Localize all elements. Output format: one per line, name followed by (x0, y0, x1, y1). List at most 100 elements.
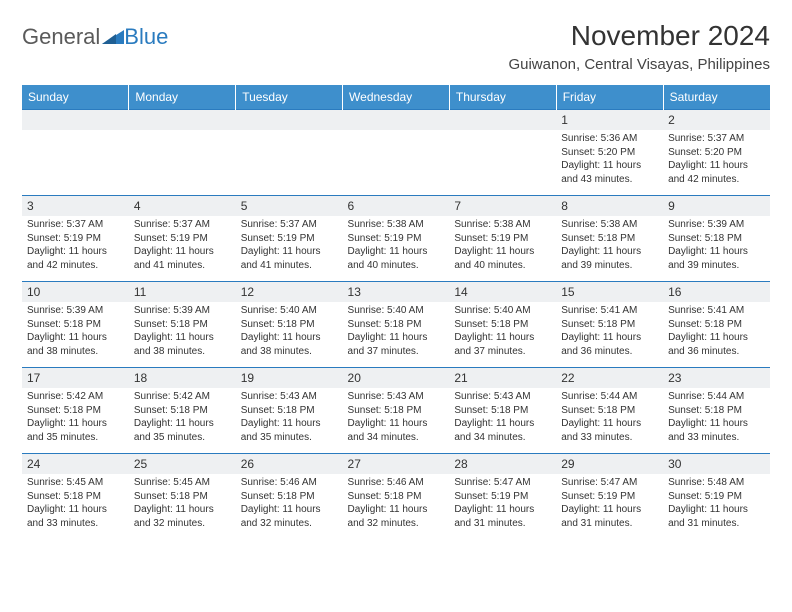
daylight-text: Daylight: 11 hours and 33 minutes. (27, 503, 124, 530)
day-number: 30 (663, 454, 770, 474)
daylight-text: Daylight: 11 hours and 40 minutes. (454, 245, 551, 272)
header: General Blue November 2024 Guiwanon, Cen… (22, 20, 770, 73)
day-header: Friday (556, 85, 663, 110)
daylight-text: Daylight: 11 hours and 41 minutes. (134, 245, 231, 272)
sunrise-text: Sunrise: 5:45 AM (27, 476, 124, 490)
calendar-day-cell: 12Sunrise: 5:40 AMSunset: 5:18 PMDayligh… (236, 282, 343, 368)
sunrise-text: Sunrise: 5:40 AM (348, 304, 445, 318)
sunrise-text: Sunrise: 5:40 AM (454, 304, 551, 318)
sunrise-text: Sunrise: 5:39 AM (27, 304, 124, 318)
daylight-text: Daylight: 11 hours and 40 minutes. (348, 245, 445, 272)
calendar-day-cell: 1Sunrise: 5:36 AMSunset: 5:20 PMDaylight… (556, 110, 663, 196)
day-header: Wednesday (343, 85, 450, 110)
day-header: Tuesday (236, 85, 343, 110)
day-number: 10 (22, 282, 129, 302)
sunrise-text: Sunrise: 5:44 AM (668, 390, 765, 404)
sunrise-text: Sunrise: 5:48 AM (668, 476, 765, 490)
sunrise-text: Sunrise: 5:37 AM (668, 132, 765, 146)
daylight-text: Daylight: 11 hours and 38 minutes. (134, 331, 231, 358)
sunset-text: Sunset: 5:18 PM (561, 232, 658, 246)
day-number: 26 (236, 454, 343, 474)
day-number: 23 (663, 368, 770, 388)
sunset-text: Sunset: 5:19 PM (134, 232, 231, 246)
calendar-day-cell: 15Sunrise: 5:41 AMSunset: 5:18 PMDayligh… (556, 282, 663, 368)
calendar-day-cell: 14 Sunrise: 5:40 AMSunset: 5:18 PMDayligh… (449, 282, 556, 368)
sunset-text: Sunset: 5:19 PM (454, 490, 551, 504)
day-header: Saturday (663, 85, 770, 110)
daylight-text: Daylight: 11 hours and 35 minutes. (241, 417, 338, 444)
daylight-text: Daylight: 11 hours and 32 minutes. (134, 503, 231, 530)
calendar-day-cell: 30Sunrise: 5:48 AMSunset: 5:19 PMDayligh… (663, 454, 770, 540)
calendar-day-cell: 19Sunrise: 5:43 AMSunset: 5:18 PMDayligh… (236, 368, 343, 454)
sunrise-text: Sunrise: 5:43 AM (348, 390, 445, 404)
calendar-day-cell: 20Sunrise: 5:43 AMSunset: 5:18 PMDayligh… (343, 368, 450, 454)
calendar-empty-cell (129, 110, 236, 196)
logo-triangle-icon (102, 24, 124, 50)
calendar-day-cell: 6Sunrise: 5:38 AMSunset: 5:19 PMDaylight… (343, 196, 450, 282)
sunrise-text: Sunrise: 5:42 AM (27, 390, 124, 404)
day-number: 21 (449, 368, 556, 388)
sunset-text: Sunset: 5:18 PM (348, 318, 445, 332)
daynum-empty (129, 110, 236, 130)
location-text: Guiwanon, Central Visayas, Philippines (508, 56, 770, 73)
sunset-text: Sunset: 5:18 PM (454, 404, 551, 418)
daylight-text: Daylight: 11 hours and 35 minutes. (27, 417, 124, 444)
calendar-day-cell: 24Sunrise: 5:45 AMSunset: 5:18 PMDayligh… (22, 454, 129, 540)
calendar-day-cell: 11Sunrise: 5:39 AMSunset: 5:18 PMDayligh… (129, 282, 236, 368)
daynum-empty (449, 110, 556, 130)
day-number: 8 (556, 196, 663, 216)
day-number: 14 (449, 282, 556, 302)
daylight-text: Daylight: 11 hours and 42 minutes. (668, 159, 765, 186)
sunset-text: Sunset: 5:18 PM (668, 318, 765, 332)
sunrise-text: Sunrise: 5:38 AM (348, 218, 445, 232)
calendar-week-row: 24 Sunrise: 5:45 AM Sunset: 5:18 PM Dayligh… (22, 454, 770, 540)
sunrise-text: Sunrise: 5:42 AM (134, 390, 231, 404)
sunset-text: Sunset: 5:19 PM (241, 232, 338, 246)
sunrise-text: Sunrise: 5:47 AM (454, 476, 551, 490)
calendar-week-row: 17Sunrise: 5:42 AMSunset: 5:18 PMDayligh… (22, 368, 770, 454)
day-number: 24 (22, 454, 129, 474)
calendar-week-row: 1 Sunrise: 5:36 AMSunset: 5:20 PM Daylight… (22, 110, 770, 196)
sunset-text: Sunset: 5:19 PM (561, 490, 658, 504)
daylight-text: Daylight: 11 hours and 31 minutes. (561, 503, 658, 530)
calendar-empty-cell (343, 110, 450, 196)
sunrise-text: Sunrise: 5:36 AM (561, 132, 658, 146)
calendar-day-cell: 2Sunrise: 5:37 AMSunset: 5:20 PMDaylight… (663, 110, 770, 196)
sunset-text: Sunset: 5:18 PM (668, 232, 765, 246)
daynum-empty (22, 110, 129, 130)
day-number: 1 (556, 110, 663, 130)
calendar-day-cell: 16Sunrise: 5:41 AMSunset: 5:18 PMDayligh… (663, 282, 770, 368)
sunset-text: Sunset: 5:18 PM (454, 318, 551, 332)
sunset-text: Sunset: 5:18 PM (241, 490, 338, 504)
daylight-text: Daylight: 11 hours and 36 minutes. (668, 331, 765, 358)
day-number: 2 (663, 110, 770, 130)
calendar-day-cell: 9Sunrise: 5:39 AMSunset: 5:18 PMDaylight… (663, 196, 770, 282)
sunrise-text: Sunrise: 5:45 AM (134, 476, 231, 490)
day-header: Thursday (449, 85, 556, 110)
sunset-text: Sunset: 5:18 PM (668, 404, 765, 418)
daylight-text: Daylight: 11 hours and 33 minutes. (561, 417, 658, 444)
day-number: 18 (129, 368, 236, 388)
daylight-text: Daylight: 11 hours and 39 minutes. (561, 245, 658, 272)
sunset-text: Sunset: 5:18 PM (134, 318, 231, 332)
day-header: Sunday (22, 85, 129, 110)
sunset-text: Sunset: 5:18 PM (348, 490, 445, 504)
brand-part2: Blue (124, 24, 168, 50)
sunset-text: Sunset: 5:20 PM (561, 146, 658, 160)
day-number: 28 (449, 454, 556, 474)
sunrise-text: Sunrise: 5:46 AM (348, 476, 445, 490)
daylight-text: Daylight: 11 hours and 37 minutes. (454, 331, 551, 358)
daylight-text: Daylight: 11 hours and 38 minutes. (241, 331, 338, 358)
sunrise-text: Sunrise: 5:47 AM (561, 476, 658, 490)
calendar-day-cell: 5Sunrise: 5:37 AMSunset: 5:19 PMDaylight… (236, 196, 343, 282)
daynum-empty (236, 110, 343, 130)
calendar-day-cell: 23Sunrise: 5:44 AMSunset: 5:18 PMDayligh… (663, 368, 770, 454)
sunset-text: Sunset: 5:18 PM (27, 404, 124, 418)
sunrise-text: Sunrise: 5:46 AM (241, 476, 338, 490)
calendar-day-cell: 21Sunrise: 5:43 AMSunset: 5:18 PMDayligh… (449, 368, 556, 454)
day-number: 27 (343, 454, 450, 474)
daylight-text: Daylight: 11 hours and 37 minutes. (348, 331, 445, 358)
sunrise-text: Sunrise: 5:39 AM (668, 218, 765, 232)
daylight-text: Daylight: 11 hours and 35 minutes. (134, 417, 231, 444)
sunset-text: Sunset: 5:19 PM (27, 232, 124, 246)
